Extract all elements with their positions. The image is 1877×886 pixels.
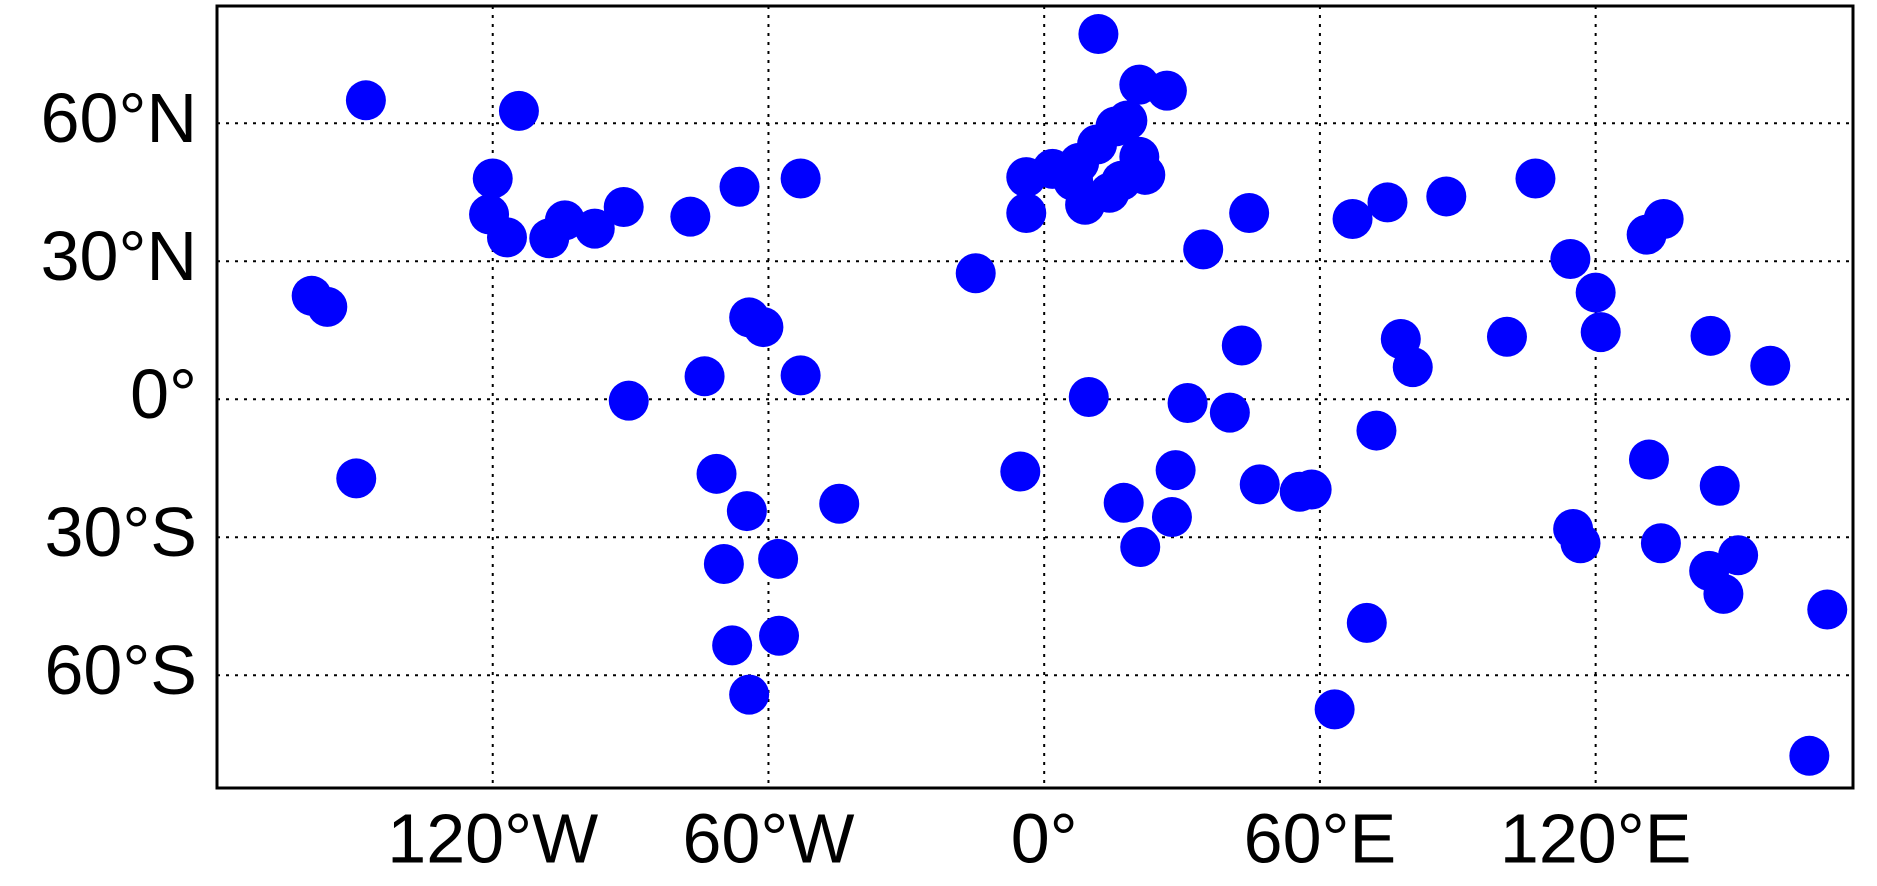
station-point xyxy=(758,538,799,579)
station-point xyxy=(1550,239,1591,279)
y-tick-label: 30°S xyxy=(44,493,197,571)
tick-labels: 120°W 60°W 0° 60°E 120°E 60°S 30°S 0° 30°N 60°N xyxy=(41,79,1692,878)
station-point xyxy=(1291,469,1332,510)
station-point xyxy=(726,491,767,532)
station-point xyxy=(1392,347,1433,388)
station-point xyxy=(1750,345,1791,386)
station-point xyxy=(1367,182,1408,223)
station-point xyxy=(743,307,784,348)
station-point xyxy=(1807,589,1848,630)
station-point xyxy=(1068,377,1109,417)
station-point xyxy=(1239,464,1280,505)
station-point xyxy=(486,217,527,258)
station-point xyxy=(1628,439,1669,480)
station-point xyxy=(696,453,737,494)
station-point xyxy=(670,196,711,237)
plot-frame xyxy=(215,4,1855,790)
y-tick-label: 30°N xyxy=(41,217,197,295)
x-tick-label: 120°E xyxy=(1500,799,1691,877)
station-point xyxy=(729,674,770,715)
station-point xyxy=(684,356,725,397)
station-point xyxy=(603,187,644,228)
station-point xyxy=(1006,193,1047,233)
station-point xyxy=(1167,382,1208,423)
station-point xyxy=(1690,315,1731,356)
station-point xyxy=(1560,523,1601,564)
station-point xyxy=(498,90,539,131)
station-point xyxy=(703,543,744,584)
station-point xyxy=(336,458,377,499)
station-point xyxy=(1426,176,1467,217)
station-point xyxy=(1089,172,1130,213)
station-point xyxy=(345,80,386,121)
station-point xyxy=(1221,325,1262,366)
grid xyxy=(217,6,1853,788)
station-point xyxy=(1053,160,1094,201)
station-point xyxy=(1486,316,1527,357)
station-point xyxy=(1699,465,1740,506)
x-tick-label: 120°W xyxy=(387,799,598,877)
station-point xyxy=(1580,312,1621,353)
station-point xyxy=(1718,535,1759,576)
station-point xyxy=(1103,482,1144,523)
station-point xyxy=(1000,451,1041,492)
station-point xyxy=(1332,198,1373,239)
station-point xyxy=(1703,573,1744,614)
station-point xyxy=(719,166,760,207)
station-point xyxy=(1229,193,1270,233)
station-point xyxy=(1789,735,1830,776)
station-point xyxy=(1107,100,1148,141)
station-point xyxy=(819,483,860,524)
station-point xyxy=(955,253,996,294)
y-tick-label: 60°N xyxy=(41,79,197,157)
station-point xyxy=(1078,14,1119,55)
station-point xyxy=(1151,497,1192,538)
station-point xyxy=(307,286,348,327)
y-tick-label: 60°S xyxy=(44,631,197,709)
station-point xyxy=(472,158,513,199)
x-tick-label: 60°E xyxy=(1244,799,1397,877)
y-tick-label: 0° xyxy=(130,355,197,433)
x-tick-label: 60°W xyxy=(682,799,854,877)
station-point xyxy=(608,380,649,421)
station-point xyxy=(1346,602,1387,643)
x-tick-label: 0° xyxy=(1011,799,1078,877)
station-point xyxy=(712,625,753,666)
station-point xyxy=(780,158,821,199)
station-point xyxy=(1356,410,1397,451)
station-point xyxy=(1183,229,1224,270)
station-point xyxy=(1209,392,1250,433)
station-point xyxy=(759,615,800,656)
station-point xyxy=(1515,158,1556,199)
points xyxy=(291,14,1848,776)
station-point xyxy=(1575,272,1616,313)
station-point xyxy=(1314,689,1355,730)
station-point xyxy=(574,208,615,249)
station-point xyxy=(1643,198,1684,239)
station-point xyxy=(780,355,821,396)
station-point xyxy=(1120,526,1161,567)
station-point xyxy=(1155,450,1196,491)
station-point xyxy=(1146,70,1187,111)
station-point xyxy=(1125,154,1166,195)
station-point xyxy=(1640,523,1681,564)
